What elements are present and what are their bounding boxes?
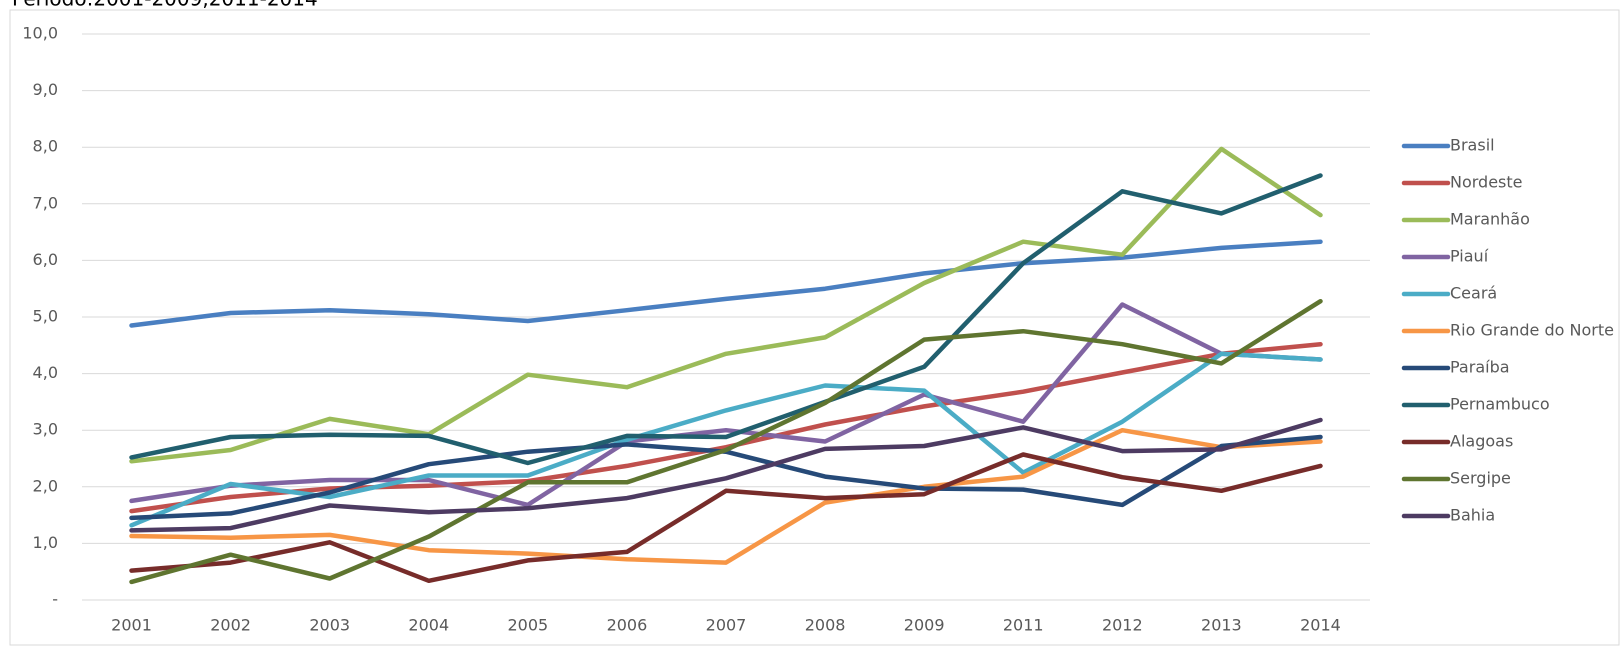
legend-label: Rio Grande do Norte <box>1450 321 1614 340</box>
x-tick-label: 2009 <box>904 616 945 635</box>
series-line <box>129 239 1323 328</box>
legend-label: Ceará <box>1450 284 1497 303</box>
legend-label: Alagoas <box>1450 432 1513 451</box>
x-tick-label: 2012 <box>1102 616 1143 635</box>
y-tick-label: 10,0 <box>22 24 58 43</box>
x-tick-label: 2011 <box>1003 616 1044 635</box>
x-tick-label: 2005 <box>507 616 548 635</box>
legend-label: Paraíba <box>1450 358 1510 377</box>
y-tick-label: 8,0 <box>33 137 58 156</box>
y-tick-label: 5,0 <box>33 307 58 326</box>
y-tick-label: - <box>52 590 58 609</box>
series-line <box>129 427 1323 565</box>
legend-label: Piauí <box>1450 247 1489 266</box>
series-line <box>129 298 1323 585</box>
series-line <box>129 173 1323 466</box>
x-tick-label: 2014 <box>1300 616 1341 635</box>
legend-label: Brasil <box>1450 136 1495 155</box>
x-tick-label: 2004 <box>408 616 449 635</box>
x-tick-label: 2001 <box>111 616 152 635</box>
y-tick-label: 7,0 <box>33 193 58 212</box>
x-tick-label: 2007 <box>706 616 747 635</box>
y-tick-label: 6,0 <box>33 250 58 269</box>
legend-label: Bahia <box>1450 506 1495 525</box>
legend-label: Sergipe <box>1450 469 1511 488</box>
x-tick-label: 2006 <box>607 616 648 635</box>
x-tick-label: 2003 <box>309 616 350 635</box>
legend-label: Maranhão <box>1450 210 1530 229</box>
series-line <box>129 302 1323 508</box>
x-tick-label: 2002 <box>210 616 251 635</box>
chart-frame <box>9 9 1620 646</box>
x-tick-label: 2013 <box>1201 616 1242 635</box>
y-tick-label: 1,0 <box>33 533 58 552</box>
legend-label: Nordeste <box>1450 173 1523 192</box>
x-tick-label: 2008 <box>805 616 846 635</box>
series-line <box>129 452 1323 584</box>
y-tick-label: 3,0 <box>33 420 58 439</box>
legend-label: Pernambuco <box>1450 395 1550 414</box>
series-line <box>129 341 1323 514</box>
chart-title: Período:2001-2009,2011-2014 <box>12 0 318 11</box>
y-tick-label: 9,0 <box>33 80 58 99</box>
series-line <box>129 417 1323 533</box>
series-line <box>129 351 1323 528</box>
series-line <box>129 146 1323 464</box>
y-tick-label: 2,0 <box>33 476 58 495</box>
y-tick-label: 4,0 <box>33 363 58 382</box>
